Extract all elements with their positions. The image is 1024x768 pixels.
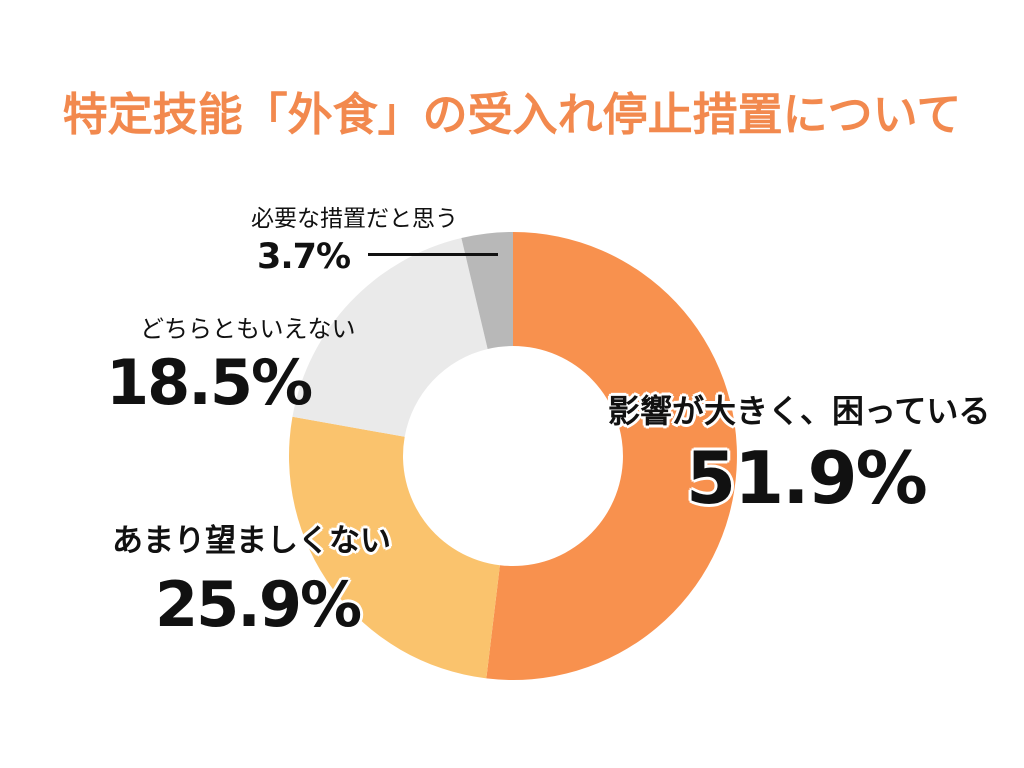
callout-value-affected: 51.9%: [686, 436, 928, 520]
callout-label-affected: 影響が大きく、困っている: [608, 393, 991, 429]
callout-value-necessary: 3.7%: [257, 237, 351, 277]
segment-undesirable: [289, 416, 500, 679]
callout-value-neither: 18.5%: [106, 346, 313, 419]
page-title: 特定技能「外食」の受入れ停止措置について: [62, 89, 962, 140]
callout-value-undesirable: 25.9%: [155, 568, 362, 641]
callout-label-necessary: 必要な措置だと思う: [251, 205, 458, 231]
leader-line: [368, 253, 498, 256]
segment-affected: [486, 232, 737, 680]
callout-label-undesirable: あまり望ましくない: [112, 523, 391, 558]
segment-necessary: [461, 232, 513, 349]
callout-label-neither: どちらともいえない: [140, 316, 356, 343]
segment-neither: [292, 238, 488, 437]
